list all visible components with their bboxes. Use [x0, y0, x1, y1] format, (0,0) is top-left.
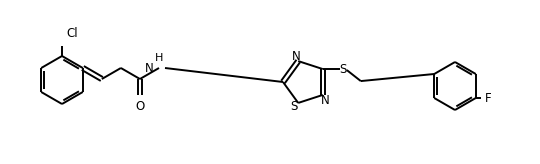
Text: S: S	[339, 63, 347, 76]
Text: N: N	[320, 94, 329, 107]
Text: O: O	[136, 100, 145, 113]
Text: N: N	[145, 62, 154, 74]
Text: F: F	[485, 92, 491, 104]
Text: S: S	[291, 100, 298, 113]
Text: Cl: Cl	[66, 27, 78, 40]
Text: N: N	[292, 50, 301, 63]
Text: H: H	[155, 53, 163, 63]
